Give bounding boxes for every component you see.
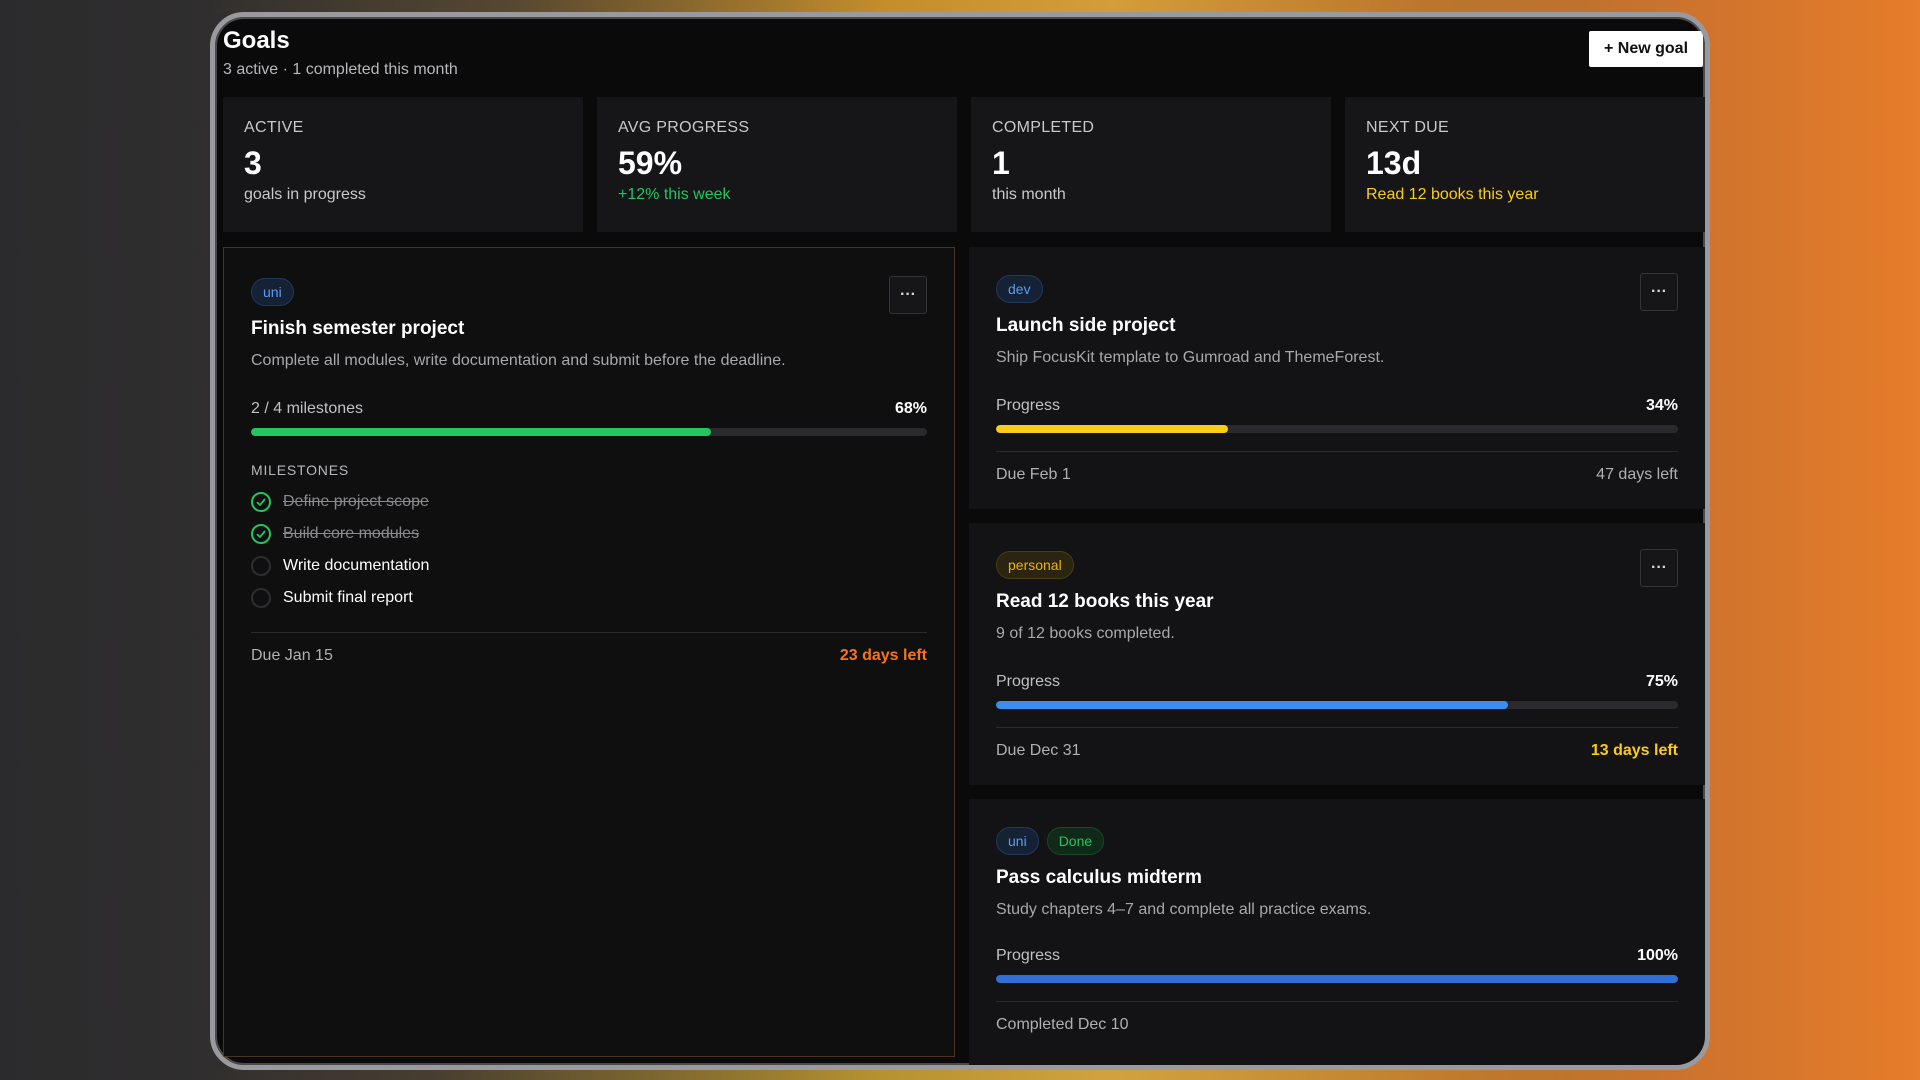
progress-percent: 100%: [1637, 947, 1678, 964]
completed-date: Completed Dec 10: [996, 1016, 1129, 1033]
days-left: 23 days left: [839, 647, 927, 664]
stat-note: +12% this week: [618, 186, 731, 203]
due-date: Due Dec 31: [996, 742, 1081, 759]
goal-menu-button[interactable]: ···: [889, 276, 927, 314]
top-glow: [200, 0, 1720, 14]
stat-card-active: ACTIVE 3 goals in progress: [223, 97, 583, 232]
progress-label: Progress: [996, 397, 1061, 414]
tag-uni: uni: [996, 827, 1039, 855]
milestone-item[interactable]: Define project scope: [251, 486, 927, 518]
new-goal-button[interactable]: + New goal: [1589, 31, 1703, 67]
page-title: Goals: [223, 27, 290, 54]
stat-value: 59%: [618, 145, 683, 181]
days-left: 13 days left: [1590, 742, 1678, 759]
stat-card-next-due: NEXT DUE 13d Read 12 books this year: [1345, 97, 1705, 232]
divider: [996, 727, 1678, 728]
milestone-item[interactable]: Submit final report: [251, 582, 927, 614]
due-date: Due Feb 1: [996, 466, 1071, 483]
goal-title: Finish semester project: [251, 318, 465, 339]
device-frame: Goals 3 active · 1 completed this month …: [210, 12, 1710, 1070]
progress-percent: 68%: [894, 400, 927, 417]
milestones-count: 2 / 4 milestones: [251, 400, 364, 417]
check-circle-icon[interactable]: [251, 492, 271, 512]
progress-bar: [996, 425, 1678, 433]
progress-bar-fill: [996, 701, 1508, 709]
due-row: Due Dec 31 13 days left: [996, 742, 1678, 760]
progress-bar-fill: [996, 425, 1228, 433]
stat-card-avg-progress: AVG PROGRESS 59% +12% this week: [597, 97, 957, 232]
empty-circle-icon[interactable]: [251, 588, 271, 608]
milestone-label: Define project scope: [283, 493, 429, 510]
progress-row: 2 / 4 milestones 68%: [251, 400, 927, 418]
page-subtitle: 3 active · 1 completed this month: [223, 61, 458, 78]
progress-label: Progress: [996, 673, 1061, 690]
milestones-heading: MILESTONES: [251, 462, 349, 478]
divider: [996, 1001, 1678, 1002]
tag-uni: uni: [251, 278, 294, 306]
goal-description: Ship FocusKit template to Gumroad and Th…: [996, 349, 1385, 366]
milestones-list: Define project scope Build core modules …: [251, 486, 927, 614]
stat-label: ACTIVE: [244, 119, 304, 136]
days-left: 47 days left: [1596, 466, 1678, 483]
check-circle-icon[interactable]: [251, 524, 271, 544]
empty-circle-icon[interactable]: [251, 556, 271, 576]
stat-label: NEXT DUE: [1366, 119, 1450, 136]
progress-bar: [996, 975, 1678, 983]
progress-percent: 75%: [1645, 673, 1678, 690]
progress-bar: [251, 428, 927, 436]
milestone-item[interactable]: Write documentation: [251, 550, 927, 582]
milestone-label: Build core modules: [283, 525, 420, 542]
progress-percent: 34%: [1645, 397, 1678, 414]
goal-menu-button[interactable]: ···: [1640, 273, 1678, 311]
progress-row: Progress 75%: [996, 673, 1678, 691]
progress-row: Progress 100%: [996, 947, 1678, 965]
progress-bar-fill: [996, 975, 1678, 983]
stat-note[interactable]: Read 12 books this year: [1366, 186, 1539, 203]
progress-row: Progress 34%: [996, 397, 1678, 415]
divider: [251, 632, 927, 633]
goal-description: Study chapters 4–7 and complete all prac…: [996, 901, 1372, 918]
progress-bar: [996, 701, 1678, 709]
due-row: Completed Dec 10: [996, 1016, 1678, 1034]
goal-card-read-12-books[interactable]: personal ··· Read 12 books this year 9 o…: [969, 523, 1705, 785]
goal-description: Complete all modules, write documentatio…: [251, 352, 786, 369]
due-row: Due Jan 15 23 days left: [251, 647, 927, 665]
progress-label: Progress: [996, 947, 1061, 964]
divider: [996, 451, 1678, 452]
stat-value: 1: [992, 145, 1010, 181]
stats-row: ACTIVE 3 goals in progress AVG PROGRESS …: [223, 97, 1705, 232]
stat-card-completed: COMPLETED 1 this month: [971, 97, 1331, 232]
stat-note: this month: [992, 186, 1066, 203]
stat-value: 13d: [1366, 145, 1422, 181]
goal-title: Read 12 books this year: [996, 591, 1214, 612]
stat-note: goals in progress: [244, 186, 366, 203]
tag-dev: dev: [996, 275, 1043, 303]
due-date: Due Jan 15: [251, 647, 333, 664]
stat-value: 3: [244, 145, 262, 181]
due-row: Due Feb 1 47 days left: [996, 466, 1678, 484]
tag-personal: personal: [996, 551, 1074, 579]
goals-screen: Goals 3 active · 1 completed this month …: [215, 17, 1705, 1065]
goal-title: Pass calculus midterm: [996, 867, 1202, 888]
progress-bar-fill: [251, 428, 711, 436]
goal-title: Launch side project: [996, 315, 1176, 336]
goal-menu-button[interactable]: ···: [1640, 549, 1678, 587]
milestone-label: Submit final report: [283, 589, 413, 606]
goal-description: 9 of 12 books completed.: [996, 625, 1175, 642]
tag-done: Done: [1046, 827, 1105, 855]
goal-card-pass-calculus-midterm[interactable]: uni Done Pass calculus midterm Study chap…: [969, 799, 1705, 1065]
stat-label: COMPLETED: [992, 119, 1095, 136]
milestone-item[interactable]: Build core modules: [251, 518, 927, 550]
goal-card-launch-side-project[interactable]: dev ··· Launch side project Ship FocusKi…: [969, 247, 1705, 509]
milestone-label: Write documentation: [283, 557, 430, 574]
stat-label: AVG PROGRESS: [618, 119, 750, 136]
goal-card-finish-semester-project[interactable]: uni ··· Finish semester project Complete…: [223, 247, 955, 1057]
